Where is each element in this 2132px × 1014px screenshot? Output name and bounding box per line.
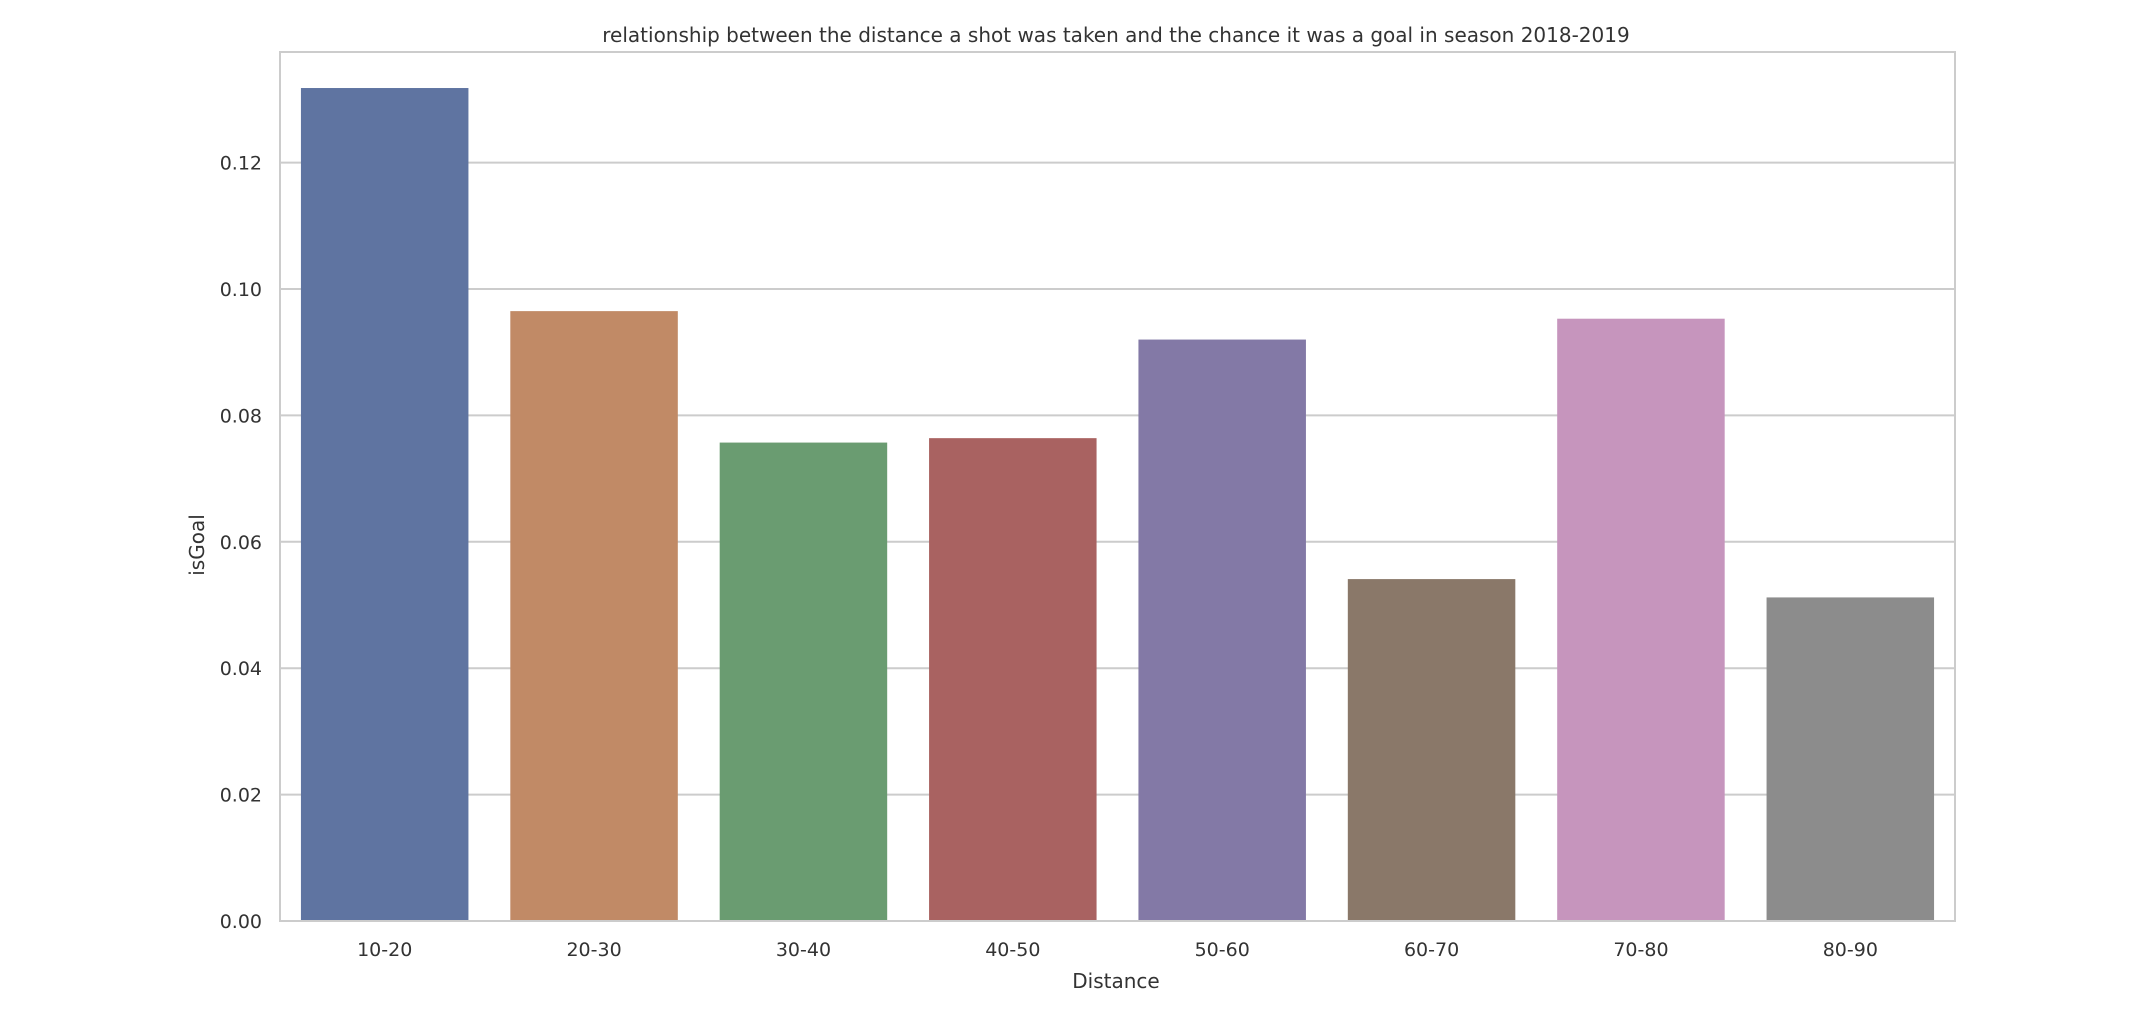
x-tick-label: 20-30 <box>566 939 621 961</box>
y-tick-labels: 0.00 0.02 0.04 0.06 0.08 0.10 0.12 <box>220 153 262 933</box>
bar-50-60 <box>1138 339 1306 921</box>
y-tick-label: 0.02 <box>220 785 262 807</box>
plot-frame <box>279 51 1956 922</box>
bar-40-50 <box>929 438 1097 921</box>
chart-title: relationship between the distance a shot… <box>602 23 1629 47</box>
bar-70-80 <box>1557 318 1725 922</box>
bar-60-70 <box>1347 579 1516 921</box>
y-tick-label: 0.08 <box>220 405 262 427</box>
y-tick-label: 0.12 <box>220 153 262 175</box>
y-tick-label: 0.06 <box>220 532 262 554</box>
x-tick-label: 60-70 <box>1404 939 1459 961</box>
bar-20-30 <box>510 311 678 921</box>
bars <box>300 88 1935 922</box>
x-tick-label: 70-80 <box>1613 939 1668 961</box>
bar-30-40 <box>719 442 888 921</box>
bar-80-90 <box>1766 597 1935 921</box>
y-tick-label: 0.10 <box>220 279 262 301</box>
bar-10-20 <box>300 88 469 922</box>
y-axis-label: isGoal <box>185 514 209 576</box>
x-tick-labels: 10-20 20-30 30-40 40-50 50-60 60-70 70-80 80-90 <box>357 939 1878 961</box>
x-tick-label: 80-90 <box>1823 939 1878 961</box>
x-axis-label: Distance <box>1072 969 1159 993</box>
x-tick-label: 40-50 <box>985 939 1040 961</box>
x-tick-label: 50-60 <box>1195 939 1250 961</box>
y-tick-label: 0.04 <box>220 658 262 680</box>
x-tick-label: 10-20 <box>357 939 412 961</box>
x-tick-label: 30-40 <box>776 939 831 961</box>
y-tick-label: 0.00 <box>220 911 262 933</box>
